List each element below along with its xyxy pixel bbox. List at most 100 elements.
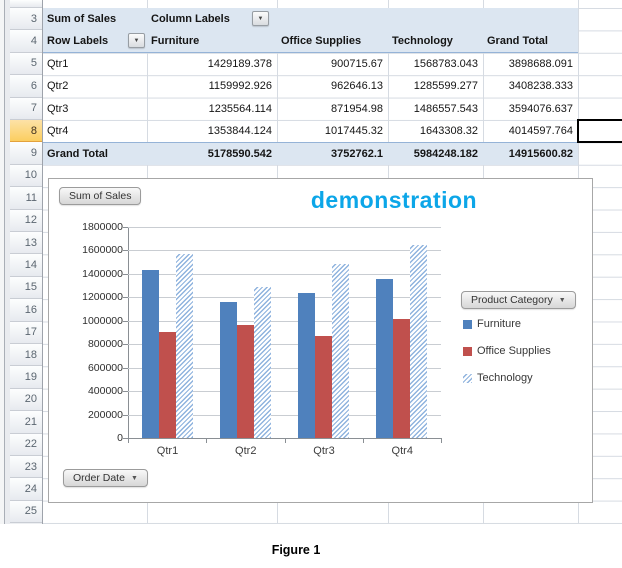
legend-swatch-office-supplies [463, 346, 472, 356]
pivot-cell-qtr1-office-supplies[interactable]: 900715.67 [331, 57, 383, 70]
pivot-column-header-office-supplies[interactable]: Office Supplies [281, 35, 362, 48]
pivot-cell-empty[interactable] [277, 8, 578, 30]
pivot-cell-qtr2[interactable]: Qtr2 [47, 80, 69, 93]
row-header-24[interactable]: 24 [10, 478, 42, 501]
chart-title[interactable]: demonstration [310, 187, 478, 213]
row-header-20[interactable]: 20 [10, 388, 42, 412]
sum-of-sales-field-button[interactable]: Sum of Sales [59, 187, 142, 205]
pivot-cell-qtr4-technology[interactable]: 1643308.32 [419, 125, 478, 138]
plot-gridline [128, 320, 441, 322]
row-header-9[interactable]: 9 [10, 142, 42, 165]
row-header-5[interactable]: 5 [10, 52, 42, 76]
pivot-cell-grand-total-furniture[interactable]: 5178590.542 [207, 148, 272, 161]
pivot-cell-qtr1-furniture[interactable]: 1429189.378 [207, 57, 272, 70]
row-header-17[interactable]: 17 [10, 321, 42, 344]
legend-item-furniture[interactable]: Furniture [463, 318, 521, 330]
pivot-cell-qtr2-office-supplies[interactable]: 962646.13 [331, 80, 383, 93]
y-axis-line [128, 227, 129, 439]
pivot-cell-qtr3-furniture[interactable]: 1235564.114 [208, 102, 272, 115]
pivot-cell-qtr4-furniture[interactable]: 1353844.124 [207, 125, 272, 138]
x-axis-label-qtr2: Qtr2 [235, 445, 257, 457]
plot-gridline [128, 391, 441, 393]
bar-furniture-qtr2[interactable] [219, 302, 237, 438]
row-header-8[interactable]: 8 [10, 120, 42, 143]
pivot-cell-qtr2-furniture[interactable]: 1159992.926 [208, 80, 272, 93]
row-header-23[interactable]: 23 [10, 456, 42, 479]
row-labels-filter-button[interactable]: ▼ [128, 33, 145, 49]
pivot-cell-qtr3[interactable]: Qtr3 [47, 102, 69, 115]
pivot-cell-qtr2-grand-total[interactable]: 3408238.333 [508, 80, 573, 93]
pivot-cell-column-labels[interactable]: Column Labels ▼ [147, 8, 277, 30]
row-header-16[interactable]: 16 [10, 299, 42, 322]
bar-technology-qtr1[interactable] [175, 254, 193, 438]
x-axis-tick [128, 439, 129, 443]
row-header-22[interactable]: 22 [10, 433, 42, 456]
plot-gridline [128, 227, 441, 228]
pivot-chart[interactable]: Sum of Sales demonstration Product Categ… [48, 178, 593, 503]
row-header-column: 3 4 5 6 7 8 9 10 11 12 13 14 15 16 17 18 19 20 21 22 23 24 25 [10, 0, 43, 524]
row-header-11[interactable]: 11 [10, 187, 42, 210]
row-header-partial [10, 0, 42, 8]
row-header-19[interactable]: 19 [10, 366, 42, 389]
y-axis-tick [123, 414, 128, 416]
column-labels-text: Column Labels [151, 13, 230, 26]
pivot-cell-qtr3-grand-total[interactable]: 3594076.637 [508, 102, 573, 115]
pivot-table: Sum of Sales Column Labels ▼ Row Labels … [43, 8, 578, 165]
row-header-7[interactable]: 7 [10, 97, 42, 120]
pivot-cell-grand-total-office-supplies[interactable]: 3752762.1 [331, 148, 383, 161]
legend-item-technology[interactable]: Technology [463, 372, 533, 384]
bar-technology-qtr4[interactable] [410, 245, 428, 438]
pivot-cell-qtr4-office-supplies[interactable]: 1017445.32 [324, 125, 383, 138]
pivot-cell-grand-total-grand-total[interactable]: 14915600.82 [508, 148, 573, 161]
y-axis-tick [123, 273, 128, 275]
bar-furniture-qtr3[interactable] [298, 293, 316, 438]
pivot-cell-grand-total-technology[interactable]: 5984248.182 [413, 148, 478, 161]
bar-office-supplies-qtr2[interactable] [236, 325, 254, 438]
bar-office-supplies-qtr1[interactable] [158, 332, 176, 438]
row-header-10[interactable]: 10 [10, 164, 42, 188]
sheet-left-gutter [0, 0, 10, 524]
row-header-6[interactable]: 6 [10, 75, 42, 98]
bar-furniture-qtr1[interactable] [141, 270, 159, 438]
pivot-cell-qtr4-grand-total[interactable]: 4014597.764 [508, 125, 573, 138]
row-header-3[interactable]: 3 [10, 8, 42, 31]
row-header-18[interactable]: 18 [10, 344, 42, 367]
row-header-21[interactable]: 21 [10, 411, 42, 434]
pivot-cell-sum-of-sales[interactable]: Sum of Sales [47, 13, 117, 26]
row-header-14[interactable]: 14 [10, 254, 42, 277]
worksheet-grid: 3 4 5 6 7 8 9 10 11 12 13 14 15 16 17 18 19 20 21 22 23 24 25 … [0, 0, 622, 524]
x-axis-line [128, 438, 442, 439]
x-axis-label-qtr3: Qtr3 [313, 445, 335, 457]
pivot-cell-qtr1-grand-total[interactable]: 3898688.091 [508, 57, 573, 70]
column-labels-filter-button[interactable]: ▼ [252, 11, 269, 26]
y-axis-label: 600000 [87, 361, 123, 374]
bar-technology-qtr2[interactable] [253, 287, 271, 438]
y-axis-label: 1800000 [82, 221, 123, 233]
pivot-column-header-grand-total[interactable]: Grand Total [487, 35, 548, 48]
pivot-cell-qtr2-technology[interactable]: 1285599.277 [413, 80, 478, 93]
bar-technology-qtr3[interactable] [332, 263, 350, 438]
row-header-13[interactable]: 13 [10, 232, 42, 255]
pivot-column-header-technology[interactable]: Technology [392, 35, 453, 48]
bar-office-supplies-qtr4[interactable] [393, 318, 411, 438]
row-header-4[interactable]: 4 [10, 30, 42, 53]
legend-item-office-supplies[interactable]: Office Supplies [463, 345, 551, 357]
row-header-15[interactable]: 15 [10, 276, 42, 300]
pivot-cell-qtr3-office-supplies[interactable]: 871954.98 [331, 102, 383, 115]
sum-of-sales-field-label: Sum of Sales [69, 190, 132, 202]
pivot-cell-qtr3-technology[interactable]: 1486557.543 [413, 102, 478, 115]
pivot-column-header-furniture[interactable]: Furniture [151, 35, 200, 48]
pivot-cell-grand-total[interactable]: Grand Total [47, 148, 108, 161]
pivot-cell-qtr1-technology[interactable]: 1568783.043 [413, 57, 478, 70]
pivot-cell-qtr1[interactable]: Qtr1 [47, 57, 69, 70]
pivot-cell-row-labels[interactable]: Row Labels ▼ [43, 30, 147, 51]
product-category-field-button[interactable]: Product Category ▼ [461, 291, 576, 309]
x-axis-tick [206, 439, 208, 443]
bar-office-supplies-qtr3[interactable] [315, 335, 333, 438]
row-header-12[interactable]: 12 [10, 209, 42, 232]
order-date-field-button[interactable]: Order Date ▼ [63, 469, 148, 487]
bar-furniture-qtr4[interactable] [376, 279, 394, 438]
plot-gridline [128, 273, 441, 275]
row-header-25[interactable]: 25 [10, 500, 42, 524]
pivot-cell-qtr4[interactable]: Qtr4 [47, 125, 69, 138]
